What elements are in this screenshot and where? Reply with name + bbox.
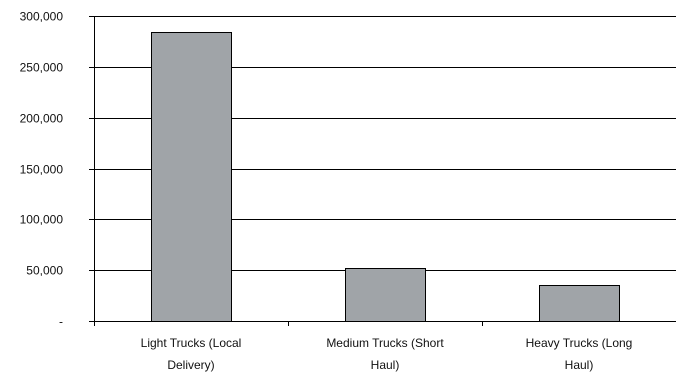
bars xyxy=(151,32,620,322)
x-category-label: Heavy Trucks (Long Haul) xyxy=(526,336,633,372)
y-tick-label: 200,000 xyxy=(20,112,64,126)
y-tick-label: 250,000 xyxy=(20,61,64,75)
y-tick-label: 50,000 xyxy=(26,264,63,278)
bar xyxy=(539,285,620,322)
bar xyxy=(345,268,426,322)
x-category-label: Medium Trucks (Short Haul) xyxy=(326,336,444,372)
x-category-labels: Light Trucks (Local Delivery) Medium Truck… xyxy=(141,336,633,372)
x-category-label: Light Trucks (Local Delivery) xyxy=(141,336,242,372)
y-tick-labels: - 50,000 100,000 150,000 200,000 250,000 300,0… xyxy=(20,10,64,329)
y-tick-label: - xyxy=(59,315,63,329)
y-tick-label: 300,000 xyxy=(20,10,64,24)
axes xyxy=(89,16,676,326)
bar xyxy=(151,32,232,322)
y-tick-label: 100,000 xyxy=(20,213,64,227)
y-tick-label: 150,000 xyxy=(20,163,64,177)
